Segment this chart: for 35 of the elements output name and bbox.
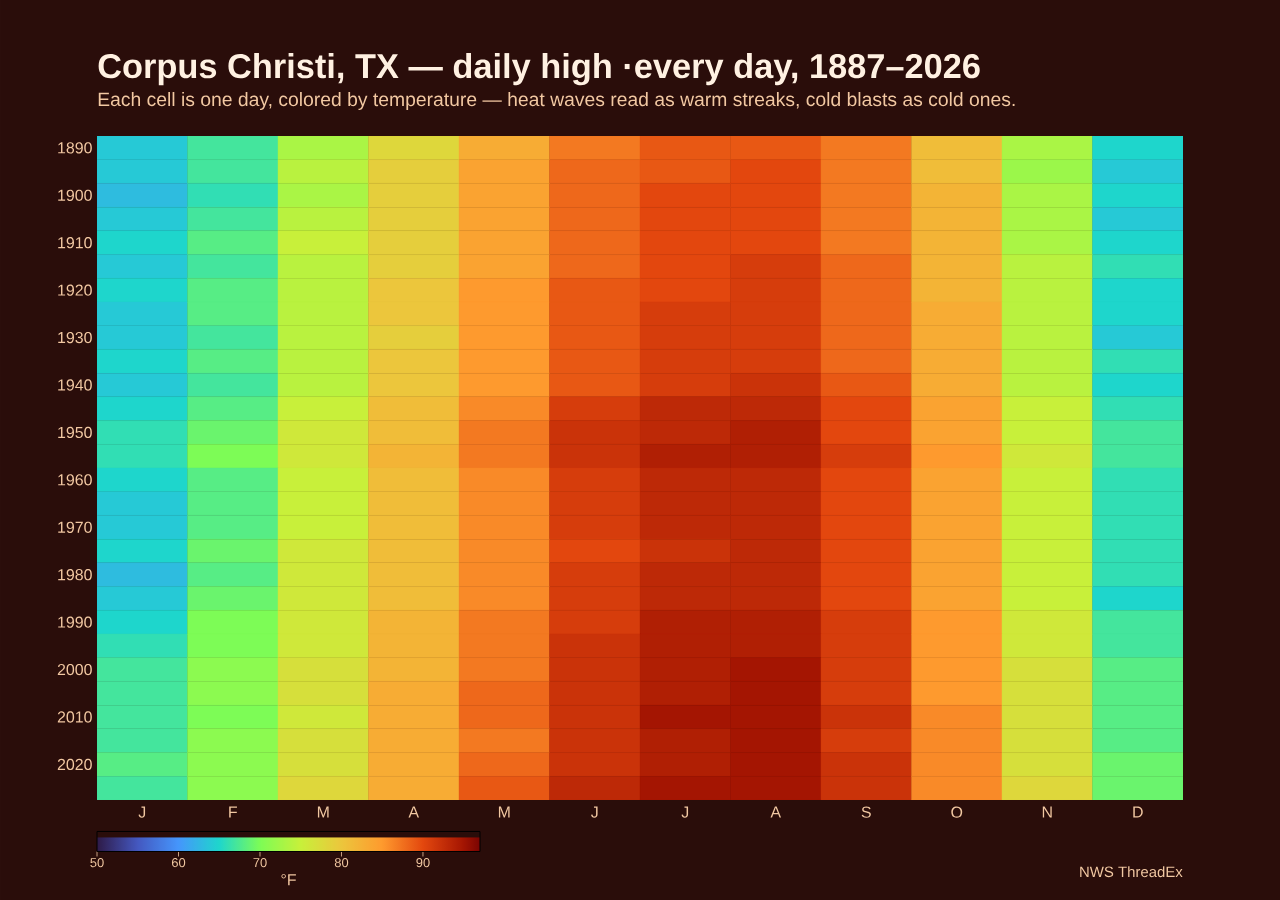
y-tick-label: 1980: [58, 569, 92, 581]
x-tick-label: S: [861, 806, 871, 818]
x-tick-label: M: [498, 806, 510, 818]
color-bar-label: 70: [253, 858, 267, 868]
y-tick-label: 1960: [58, 474, 92, 486]
y-tick-label: 1970: [58, 521, 92, 533]
y-tick-label: 1930: [58, 331, 92, 344]
x-tick-label: A: [408, 806, 420, 818]
x-tick-label: J: [138, 806, 146, 818]
y-tick-label: 1900: [58, 189, 92, 201]
color-bar-label: 80: [334, 858, 349, 868]
color-bar-title: °F: [281, 874, 296, 886]
y-tick-label: 1910: [58, 237, 92, 249]
y-tick-label: 2000: [57, 663, 92, 676]
x-tick-label: D: [1133, 806, 1143, 818]
x-tick-label: A: [770, 806, 782, 818]
x-tick-label: O: [951, 806, 963, 818]
y-tick-label: 2010: [57, 711, 92, 723]
x-tick-label: J: [681, 806, 689, 818]
y-tick-label: 1950: [58, 426, 92, 439]
x-tick-label: F: [229, 806, 237, 818]
x-tick-label: J: [591, 806, 598, 818]
chart-subtitle: Each cell is one day, colored by temperature — heat waves read as warm streaks, cold blasts as cold ones.: [98, 91, 1015, 110]
y-tick-label: 1940: [58, 379, 92, 391]
x-tick-label: M: [317, 806, 329, 818]
y-tick-label: 1890: [58, 142, 92, 154]
y-tick-label: 2020: [57, 758, 92, 771]
y-tick-label: 1990: [58, 616, 92, 628]
color-bar-label: 90: [416, 858, 430, 868]
color-bar-label: 50: [90, 858, 104, 868]
x-tick-label: N: [1042, 806, 1052, 818]
y-tick-label: 1920: [58, 284, 92, 296]
text: NWS ThreadEx: [1080, 866, 1183, 878]
chart-title: Corpus Christi, TX — daily high ·every day, 1887–2026: [98, 53, 980, 86]
color-bar-label: 60: [171, 858, 186, 868]
